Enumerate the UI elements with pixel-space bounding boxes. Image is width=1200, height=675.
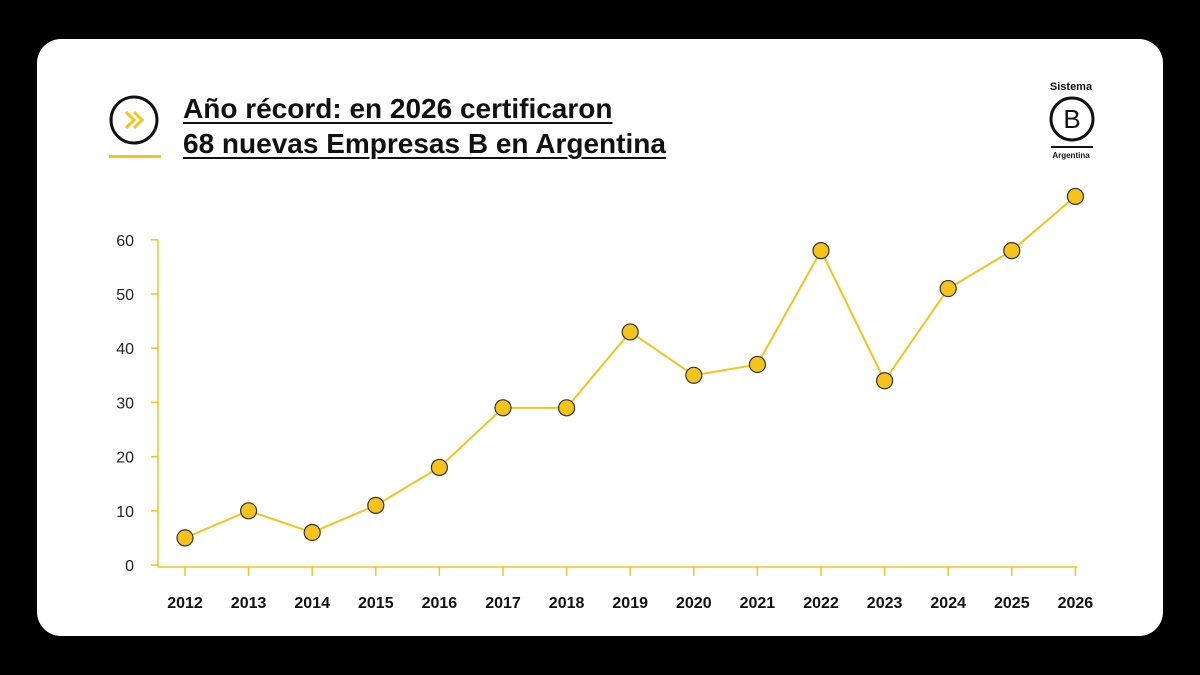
x-tick-label: 2012 <box>167 595 203 612</box>
y-tick-label: 30 <box>116 395 134 412</box>
logo-mark-letter: B <box>1063 104 1080 134</box>
data-point <box>367 496 385 514</box>
y-tick-label: 60 <box>116 233 134 250</box>
x-tick-label: 2015 <box>358 595 394 612</box>
logo-bottom-text: Argentina <box>1052 151 1090 160</box>
sistema-b-logo: Sistema B Argentina <box>1041 81 1111 163</box>
chart-card: Año récord: en 2026 certificaron 68 nuev… <box>37 39 1163 636</box>
x-tick-label: 2025 <box>994 595 1030 612</box>
x-tick-label: 2018 <box>549 595 585 612</box>
x-axis: 2012 2013 2014 2015 2016 2017 2018 2019 2020 2021… <box>158 566 1094 612</box>
data-point <box>1066 187 1085 206</box>
data-point <box>1003 242 1021 260</box>
x-tick-label: 2019 <box>612 595 648 612</box>
x-tick-label: 2023 <box>867 595 903 612</box>
data-point <box>430 458 448 477</box>
series-polyline <box>184 195 1077 539</box>
chart-title: Año récord: en 2026 certificaron 68 nuev… <box>183 91 666 161</box>
y-tick-label: 50 <box>116 287 134 304</box>
x-tick-label: 2020 <box>676 595 712 612</box>
data-point <box>176 529 194 547</box>
data-point <box>240 502 258 520</box>
x-tick-label: 2016 <box>422 595 458 612</box>
y-tick-label: 10 <box>116 504 134 521</box>
data-point <box>303 523 321 542</box>
x-tick-label: 2026 <box>1058 595 1094 612</box>
data-point <box>557 399 576 417</box>
x-tick-label: 2017 <box>485 595 521 612</box>
data-point <box>494 399 512 417</box>
double-chevron-right-icon <box>109 95 159 145</box>
x-tick-label: 2021 <box>740 595 776 612</box>
header-accent-rule <box>109 155 161 158</box>
y-axis: 0 10 20 30 40 50 60 <box>116 233 159 575</box>
data-point <box>685 366 703 384</box>
data-point <box>621 323 639 341</box>
x-tick-label: 2024 <box>930 595 966 612</box>
x-tick-label: 2014 <box>294 595 330 612</box>
data-points <box>176 187 1085 547</box>
x-tick-label: 2013 <box>231 595 267 612</box>
data-point <box>939 279 957 298</box>
data-point <box>875 372 894 390</box>
b-corp-mark-icon: B <box>1049 96 1095 148</box>
y-tick-label: 20 <box>116 450 134 467</box>
x-tick-label: 2022 <box>803 595 839 612</box>
series-line <box>184 195 1077 539</box>
data-point <box>748 355 767 374</box>
data-point <box>812 242 830 260</box>
chart-title-line-2: 68 nuevas Empresas B en Argentina <box>183 128 666 159</box>
y-tick-label: 0 <box>125 558 134 575</box>
y-tick-label: 40 <box>116 341 134 358</box>
logo-top-text: Sistema <box>1049 81 1093 93</box>
chart-title-line-1: Año récord: en 2026 certificaron <box>183 93 613 124</box>
